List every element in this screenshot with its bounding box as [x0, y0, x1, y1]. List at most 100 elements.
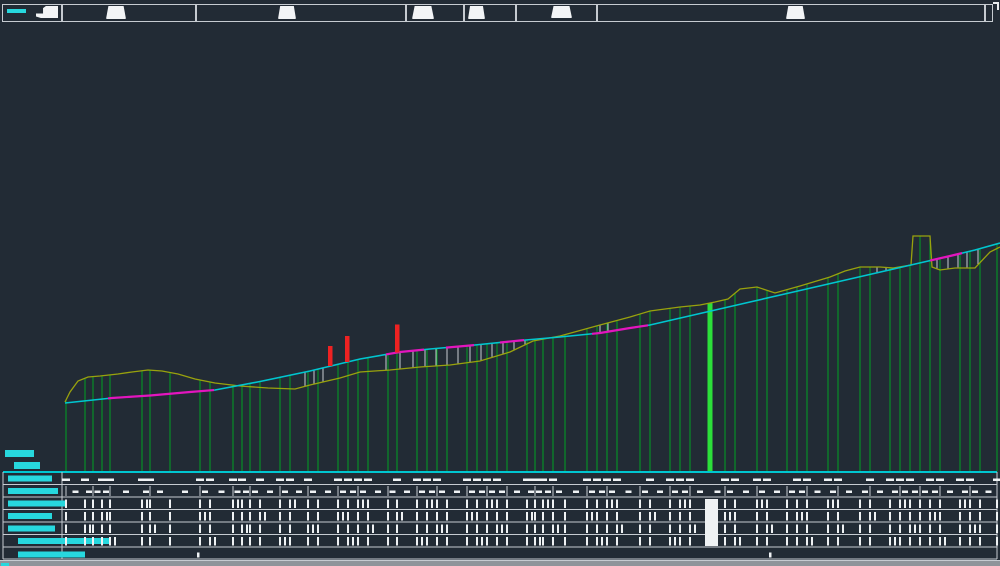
grade-dash-mark: [603, 478, 611, 481]
cell-divider: [109, 486, 111, 496]
vertical-text-mark: [357, 524, 359, 533]
vertical-text-mark: [557, 524, 559, 533]
cell-divider: [639, 486, 641, 496]
row-label-bar: [8, 513, 52, 519]
vertical-text-mark: [939, 537, 941, 546]
grade-dash-mark: [433, 478, 441, 481]
cell-dash-mark: [429, 490, 435, 493]
cell-divider: [552, 486, 554, 496]
vertical-text-mark: [889, 524, 891, 533]
cut-fill-tick-marks: [304, 249, 979, 387]
vertical-text-mark: [552, 512, 554, 521]
vertical-text-mark: [367, 537, 369, 546]
vertical-text-mark: [289, 499, 291, 508]
vertical-curve-segment: [929, 252, 963, 262]
vertical-text-mark: [842, 524, 844, 533]
vertical-text-mark: [307, 512, 309, 521]
grade-dash-mark: [731, 478, 739, 481]
title-strip-cell: [196, 4, 406, 22]
vertical-text-mark: [342, 512, 344, 521]
grade-dash-mark: [583, 478, 591, 481]
grade-dash-mark: [106, 478, 114, 481]
vertical-text-mark: [889, 537, 891, 546]
vertical-text-mark: [739, 537, 741, 546]
title-strip: [0, 0, 1000, 26]
vertical-text-mark: [357, 512, 359, 521]
vertical-text-mark: [979, 537, 981, 546]
vertical-text-mark: [259, 537, 261, 546]
cell-divider: [65, 486, 67, 496]
vertical-text-mark: [796, 524, 798, 533]
vertical-text-mark: [724, 537, 726, 546]
vertical-text-mark: [684, 499, 686, 508]
cell-divider: [199, 486, 201, 496]
cell-dash-mark: [714, 490, 721, 493]
vertical-text-mark: [909, 499, 911, 508]
vertical-text-mark: [259, 524, 261, 533]
vertical-text-mark: [372, 524, 374, 533]
title-text-blob: [106, 6, 126, 19]
vertical-text-mark: [694, 524, 696, 533]
vertical-text-mark: [939, 524, 941, 533]
grade-dash-mark: [896, 478, 904, 481]
cell-divider: [92, 486, 94, 496]
vertical-text-mark: [387, 512, 389, 521]
vertical-text-mark: [649, 524, 651, 533]
vertical-text-mark: [421, 537, 423, 546]
vertical-text-mark: [934, 512, 936, 521]
vertical-text-mark: [209, 537, 211, 546]
vertical-curve-segments: [107, 252, 963, 400]
vertical-text-mark: [496, 512, 498, 521]
cell-dash-mark: [789, 490, 795, 493]
vertical-text-mark: [149, 499, 151, 508]
vertical-text-mark: [596, 499, 598, 508]
vertical-text-mark: [586, 524, 588, 533]
vertical-text-mark: [426, 499, 428, 508]
grade-dash-mark: [62, 478, 70, 481]
vertical-text-mark: [564, 499, 566, 508]
vertical-text-mark: [109, 537, 111, 546]
vertical-text-mark: [689, 499, 691, 508]
vertical-text-mark: [996, 524, 998, 533]
vertical-text-mark: [416, 499, 418, 508]
vertical-text-mark: [337, 499, 339, 508]
vertical-text-mark: [312, 524, 314, 533]
vertical-text-mark: [65, 512, 67, 521]
cell-dash-mark: [902, 490, 908, 493]
grade-dash-mark: [473, 478, 481, 481]
vertical-text-mark: [446, 499, 448, 508]
vertical-text-mark: [679, 524, 681, 533]
vertical-text-mark: [806, 537, 808, 546]
cell-divider: [337, 486, 339, 496]
vertical-text-mark: [259, 499, 261, 508]
cell-dash-mark: [234, 490, 241, 493]
vertical-text-mark: [396, 537, 398, 546]
vertical-text-mark: [249, 512, 251, 521]
grade-dash-mark: [803, 478, 811, 481]
vertical-text-mark: [734, 499, 736, 508]
vertical-text-mark: [979, 524, 981, 533]
cell-divider: [837, 486, 839, 496]
table-text-marks: [62, 478, 1000, 558]
cell-dash-mark: [985, 490, 992, 493]
grade-dash-mark: [523, 478, 531, 481]
vertical-text-mark: [591, 512, 593, 521]
vertical-text-mark: [766, 499, 768, 508]
grade-dash-mark: [463, 478, 471, 481]
cell-dash-mark: [389, 490, 396, 493]
vertical-text-mark: [416, 524, 418, 533]
vertical-curve-segment: [107, 388, 215, 400]
vertical-text-mark: [496, 524, 498, 533]
cell-divider: [232, 486, 234, 496]
vertical-text-mark: [729, 512, 731, 521]
vertical-text-mark: [352, 537, 354, 546]
vertical-text-mark: [169, 512, 171, 521]
grade-dash-mark: [81, 478, 89, 481]
vertical-text-mark: [889, 499, 891, 508]
vertical-text-mark: [806, 499, 808, 508]
cell-dash-mark: [514, 490, 520, 493]
vertical-text-mark: [639, 499, 641, 508]
vertical-text-mark: [506, 499, 508, 508]
